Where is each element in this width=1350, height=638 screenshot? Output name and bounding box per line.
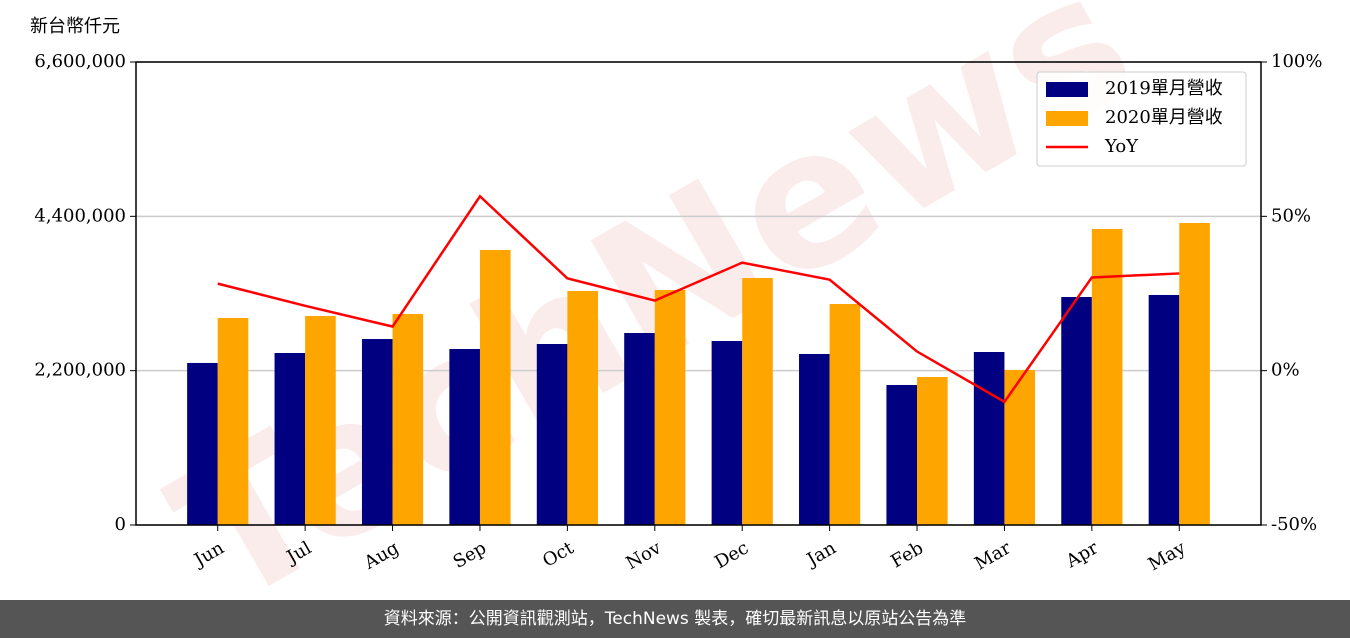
y2-tick-label: 100% <box>1271 51 1322 72</box>
x-tick-label: Jan <box>802 537 840 571</box>
bar <box>654 289 686 525</box>
bar <box>1061 297 1092 525</box>
bar <box>187 362 218 525</box>
bar <box>624 332 655 525</box>
y-tick-label: 4,400,000 <box>34 205 126 226</box>
footer: 資料來源：公開資訊觀測站，TechNews 製表，確切最新訊息以原站公告為準 <box>0 600 1350 638</box>
bar <box>917 376 948 525</box>
y2-tick-label: 50% <box>1271 205 1311 226</box>
x-tick-label: Oct <box>539 537 578 572</box>
x-tick-label: May <box>1145 537 1190 575</box>
plot-frame <box>135 61 1262 526</box>
x-tick-label: Feb <box>887 537 927 572</box>
bar <box>361 339 393 525</box>
y2-tick-label: -50% <box>1271 514 1317 535</box>
bar <box>886 384 918 525</box>
line <box>217 194 1180 404</box>
y-tick-label: 0 <box>115 514 126 535</box>
legend-box <box>1036 71 1247 167</box>
bar <box>479 250 511 526</box>
legend-label: YoY <box>1104 136 1139 157</box>
bar <box>305 316 336 525</box>
bar <box>742 277 773 525</box>
legend-swatch <box>1046 82 1088 97</box>
bar <box>1148 294 1180 525</box>
bar <box>274 352 306 525</box>
legend-label: 2020單月營收 <box>1105 107 1223 128</box>
x-tick-label: Apr <box>1062 537 1102 572</box>
bar <box>536 344 568 525</box>
legend-swatch <box>1046 111 1088 126</box>
bar <box>799 353 830 525</box>
x-tick-label: Nov <box>622 537 665 574</box>
bar <box>567 290 598 525</box>
bar <box>829 304 861 525</box>
bar <box>449 348 480 525</box>
y-tick-label: 2,200,000 <box>34 360 126 381</box>
y-axis-label: 新台幣仟元 <box>30 16 120 37</box>
x-tick-label: Sep <box>450 537 490 572</box>
chart: TechNews新台幣仟元02,200,0004,400,0006,600,00… <box>30 0 1322 638</box>
bar <box>1091 228 1123 525</box>
y-tick-label: 6,600,000 <box>34 51 126 72</box>
bar <box>973 352 1005 525</box>
legend-label: 2019單月營收 <box>1105 78 1223 99</box>
x-tick-label: Dec <box>711 537 752 573</box>
bar <box>1179 222 1210 525</box>
bar <box>217 317 249 525</box>
y2-tick-label: 0% <box>1271 360 1300 381</box>
bar <box>711 340 743 525</box>
x-tick-label: Mar <box>971 537 1015 574</box>
bar <box>392 313 424 525</box>
